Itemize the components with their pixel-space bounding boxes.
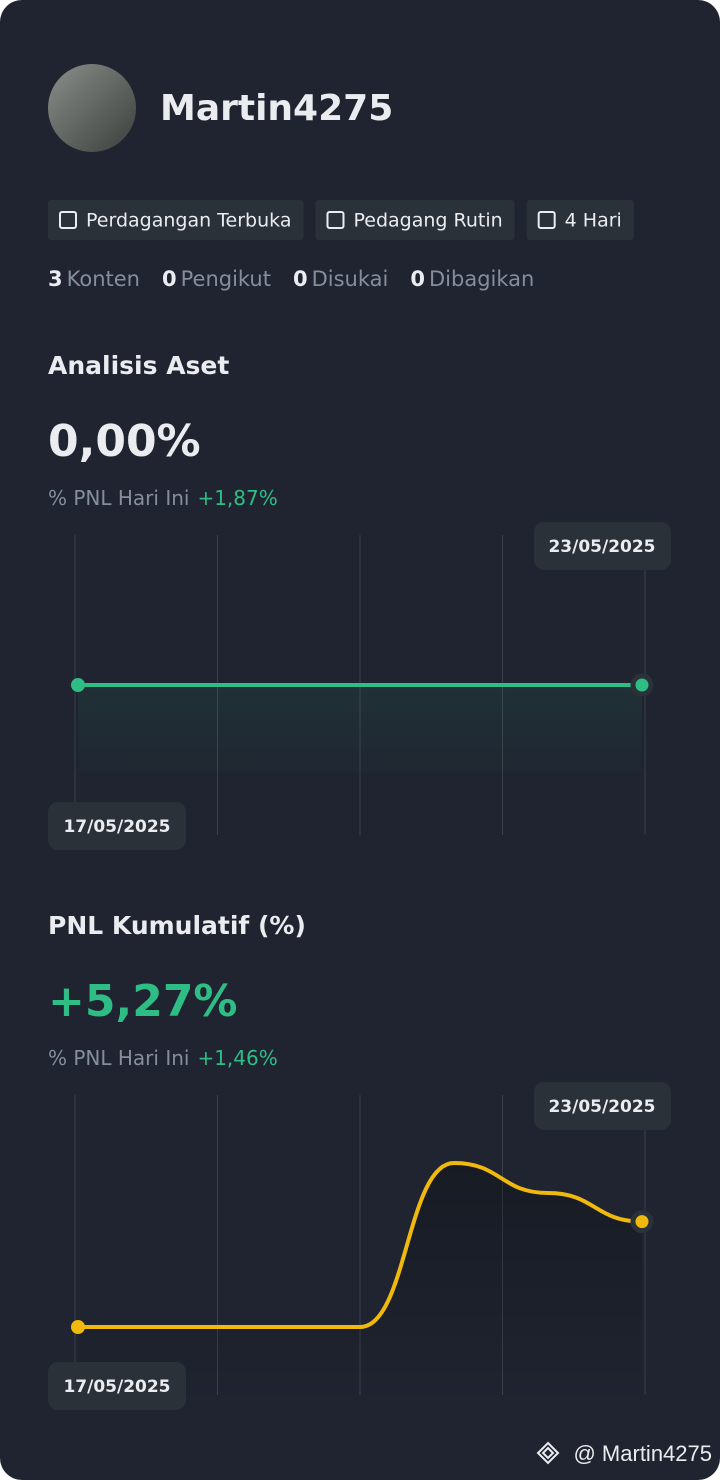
pnl-label: % PNL Hari Ini: [48, 486, 189, 510]
watermark: @ Martin4275: [573, 1441, 712, 1466]
stat-count: 0: [410, 267, 425, 291]
area: [78, 1163, 642, 1395]
badge-icon: [537, 211, 556, 229]
end-point: [630, 1210, 654, 1234]
start-point: [71, 1320, 85, 1334]
stat: 0 Disukai: [293, 267, 388, 291]
stat-count: 3: [48, 267, 63, 291]
badge-bg: [526, 200, 634, 240]
line: [77, 1160, 643, 1330]
stat-count: 0: [162, 267, 177, 291]
badge: Pedagang Rutin: [315, 200, 515, 240]
tooltip-bg: [534, 522, 671, 570]
avatar: [48, 64, 136, 152]
badge-text: Perdagangan Terbuka: [86, 210, 291, 232]
tooltip-bg: [48, 802, 186, 850]
tooltip-bg: [48, 1362, 186, 1410]
end-date: 23/05/2025: [548, 1097, 655, 1117]
section-title: PNL Kumulatif (%): [48, 911, 306, 940]
stat: 0 Pengikut: [162, 267, 271, 291]
stat-label: Disukai: [312, 267, 389, 291]
pnl-value: +1,87%: [197, 486, 277, 510]
badge-bg: [48, 200, 304, 240]
badge: 4 Hari: [526, 200, 634, 240]
tooltip-bg: [534, 1082, 671, 1130]
stat: 3 Konten: [48, 267, 140, 291]
badge-bg: [315, 200, 515, 240]
stat-label: Pengikut: [181, 267, 271, 291]
stat: 0 Dibagikan: [410, 267, 534, 291]
username: Martin4275: [160, 88, 393, 129]
pnl-today: % PNL Hari Ini +1,87%: [48, 486, 278, 510]
badge-icon: [59, 211, 77, 229]
pnl-label: % PNL Hari Ini: [48, 1046, 189, 1070]
start-point: [71, 678, 85, 692]
pnl-value: +1,46%: [197, 1046, 277, 1070]
badge-text: Pedagang Rutin: [353, 210, 502, 232]
headline-value: 0,00%: [48, 416, 201, 467]
badge-icon: [326, 211, 345, 229]
badge-text: 4 Hari: [565, 210, 622, 232]
headline-value: +5,27%: [48, 976, 238, 1027]
logo: [536, 1441, 560, 1465]
stat-count: 0: [293, 267, 308, 291]
pnl-today: % PNL Hari Ini +1,46%: [48, 1046, 278, 1070]
end-point: [630, 673, 654, 697]
badge: Perdagangan Terbuka: [48, 200, 304, 240]
section-title: Analisis Aset: [48, 351, 229, 380]
area: [78, 685, 642, 772]
start-date: 17/05/2025: [63, 817, 170, 837]
end-date: 23/05/2025: [548, 537, 655, 557]
stat-label: Konten: [67, 267, 140, 291]
start-date: 17/05/2025: [63, 1377, 170, 1397]
stat-label: Dibagikan: [429, 267, 534, 291]
